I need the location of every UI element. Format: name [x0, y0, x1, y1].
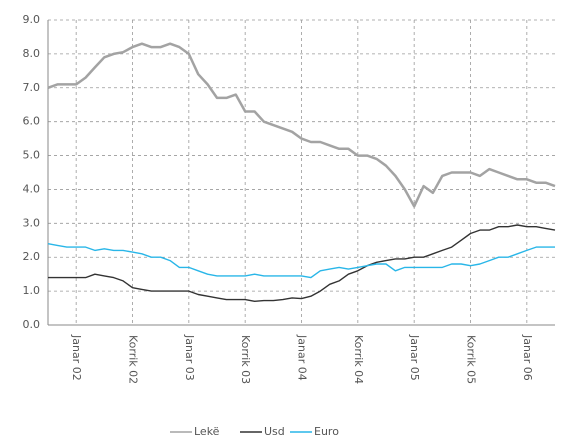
y-tick-label: 7.0 — [23, 81, 41, 94]
x-tick-label: Janar 02 — [70, 334, 83, 381]
y-tick-label: 0.0 — [23, 318, 41, 331]
x-tick-label: Janar 05 — [408, 334, 421, 381]
line-series — [47, 42, 556, 208]
legend-label: Usd — [264, 425, 285, 438]
x-tick-label: Korrik 05 — [465, 335, 478, 384]
line-series — [48, 224, 556, 302]
x-tick-label: Korrik 04 — [352, 335, 365, 384]
y-tick-label: 1.0 — [23, 284, 41, 297]
x-tick-label: Janar 04 — [296, 334, 309, 381]
legend-label: Lekë — [194, 425, 220, 438]
x-tick-label: Janar 06 — [521, 334, 534, 381]
x-tick-label: Janar 03 — [183, 334, 196, 381]
legend-label: Euro — [314, 425, 339, 438]
line-series — [47, 243, 555, 279]
y-tick-label: 4.0 — [23, 182, 41, 195]
y-tick-label: 3.0 — [23, 216, 41, 229]
y-tick-label: 8.0 — [23, 47, 41, 60]
y-tick-label: 6.0 — [23, 115, 41, 128]
x-tick-label: Korrik 02 — [127, 335, 140, 384]
y-tick-label: 5.0 — [23, 149, 41, 162]
y-tick-label: 2.0 — [23, 250, 41, 263]
x-tick-label: Korrik 03 — [239, 335, 252, 384]
y-tick-label: 9.0 — [23, 13, 41, 26]
